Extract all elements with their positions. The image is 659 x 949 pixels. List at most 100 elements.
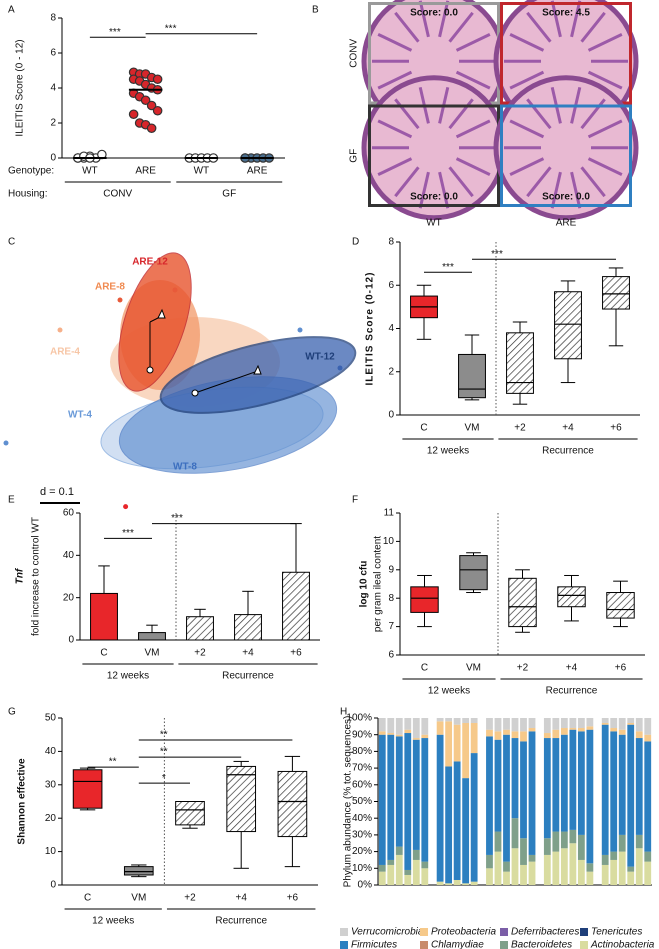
y-tick-label: 2 — [50, 118, 56, 129]
bar-segment — [528, 718, 536, 729]
bar-segment — [627, 724, 635, 867]
y-tick-label: 0 — [388, 410, 394, 421]
box — [506, 332, 534, 394]
bar-segment — [627, 866, 635, 872]
bar-segment — [543, 733, 551, 739]
trajectory — [194, 371, 256, 394]
tissue — [493, 75, 639, 221]
bar-segment — [552, 831, 560, 852]
y-tick-label: 30% — [352, 830, 372, 841]
y-tick-label: 6 — [50, 48, 56, 59]
bar-segment — [494, 739, 502, 832]
y-tick-label: 40 — [45, 746, 57, 757]
y-tick-label: 30 — [45, 779, 57, 790]
histology-border — [500, 104, 632, 207]
y-tick-label: 6 — [388, 280, 394, 291]
bar-segment — [395, 854, 403, 885]
bar-segment — [395, 846, 403, 855]
y-tick-label: 40% — [352, 813, 372, 824]
x-tick-label: C — [420, 423, 427, 434]
x-tick-label: +2 — [514, 423, 526, 434]
villus — [377, 32, 413, 52]
bar-segment — [486, 729, 493, 737]
bar-segment — [644, 734, 652, 742]
legend-swatch — [340, 941, 348, 949]
y-tick-label: 7 — [388, 621, 394, 632]
bar-segment — [520, 718, 527, 732]
bar-segment — [644, 861, 652, 885]
bar-segment — [387, 734, 395, 860]
bar-segment — [610, 728, 618, 732]
bar-segment — [543, 738, 551, 839]
group-label: Recurrence — [215, 916, 267, 927]
y-tick-label: 11 — [384, 508, 395, 519]
bar — [186, 616, 214, 641]
villus — [587, 32, 623, 52]
bar-segment — [378, 731, 386, 735]
villus — [455, 119, 491, 139]
bar-segment — [569, 843, 577, 885]
panel-label: C — [8, 237, 15, 248]
y-tick-label: 80% — [352, 746, 372, 757]
significance-label: *** — [491, 249, 503, 260]
bar-segment — [378, 864, 386, 872]
bar-segment — [445, 721, 453, 767]
bar-segment — [387, 718, 395, 734]
y-axis-label: Phylum abundance (% tot. sequences) — [343, 716, 354, 888]
centroid — [191, 389, 199, 397]
bar-segment — [627, 871, 635, 885]
bar-segment — [601, 718, 609, 724]
y-tick-label: 4 — [50, 83, 56, 94]
centroid — [146, 366, 154, 374]
villus — [448, 98, 474, 130]
legend-label: Actinobacteria — [590, 940, 655, 949]
centroid — [157, 308, 166, 319]
bar-segment — [635, 718, 643, 732]
y-axis-label: per gram ileal content — [373, 536, 384, 632]
bar-segment — [486, 736, 493, 855]
x-tick-label: +4 — [562, 423, 574, 434]
dot — [146, 100, 157, 111]
box — [72, 769, 103, 809]
bar-segment — [577, 859, 585, 885]
bar-segment — [462, 723, 470, 779]
villus — [580, 166, 606, 198]
bar-segment — [569, 728, 577, 730]
bar-segment — [462, 718, 470, 724]
villus — [448, 11, 474, 43]
bar-segment — [453, 761, 461, 880]
bar-segment — [635, 731, 643, 739]
bar-segment — [610, 731, 618, 852]
panel-label: B — [312, 5, 319, 16]
legend-swatch — [420, 928, 428, 936]
bar-segment — [453, 724, 461, 762]
group-label: 12 weeks — [107, 671, 149, 682]
bar-segment — [618, 718, 626, 730]
bar — [282, 571, 310, 641]
group-label: ARE-12 — [132, 257, 168, 268]
bar-segment — [412, 718, 420, 739]
villus — [509, 32, 545, 52]
box — [277, 770, 308, 838]
villus — [438, 0, 450, 38]
bar-segment — [520, 864, 527, 885]
bar-segment — [445, 718, 453, 722]
bar-segment — [528, 861, 536, 885]
legend-swatch — [340, 928, 348, 936]
villus — [394, 98, 420, 130]
bar-segment — [436, 718, 444, 722]
bar-segment — [387, 864, 395, 885]
bar-segment — [503, 734, 510, 862]
bar-segment — [421, 861, 429, 869]
bar-segment — [470, 718, 478, 724]
ellipse — [118, 252, 192, 392]
group-label: ARE-8 — [95, 282, 125, 293]
y-tick-label: 10 — [45, 846, 57, 857]
bar-segment — [586, 726, 594, 730]
bar — [90, 592, 118, 641]
bar-segment — [436, 721, 444, 735]
box — [554, 291, 582, 360]
villus — [418, 0, 430, 38]
villus — [526, 11, 552, 43]
